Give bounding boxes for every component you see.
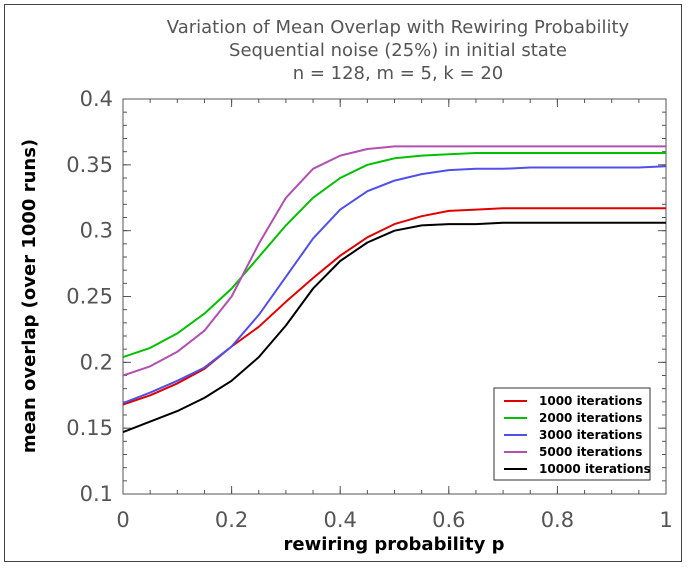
y-tick-label: 0.3: [80, 219, 113, 243]
y-axis: 0.1 0.15 0.2 0.25 0.3 0.35 0.4: [66, 87, 666, 506]
legend-label: 2000 iterations: [539, 411, 642, 425]
y-axis-label: mean overlap (over 1000 runs): [19, 139, 40, 453]
x-tick-label: 0.4: [323, 508, 356, 532]
x-axis-label: rewiring probability p: [284, 534, 505, 555]
x-tick-label: 0.2: [215, 508, 248, 532]
series-group: [122, 145, 667, 434]
series-line-5000-iterations: [122, 145, 666, 377]
y-tick-label: 0.4: [80, 87, 113, 111]
series-line-1000-iterations: [122, 207, 666, 406]
x-tick-label: 0.6: [432, 508, 465, 532]
legend-label: 10000 iterations: [539, 462, 651, 476]
y-tick-label: 0.15: [66, 416, 113, 440]
chart-subtitle: Sequential noise (25%) in initial state: [229, 40, 567, 61]
y-tick-label: 0.25: [66, 285, 113, 309]
y-tick-label: 0.2: [80, 350, 113, 374]
x-tick-label: 0.8: [541, 508, 574, 532]
y-tick-label: 0.35: [66, 153, 113, 177]
x-tick-label: 1: [659, 508, 672, 532]
x-tick-label: 0: [116, 508, 129, 532]
chart-subtitle-params: n = 128, m = 5, k = 20: [293, 63, 504, 84]
x-axis: 0 0.2 0.4 0.6 0.8 1: [116, 99, 673, 532]
series-line-2000-iterations: [122, 152, 666, 359]
chart-title: Variation of Mean Overlap with Rewiring …: [167, 17, 630, 38]
legend-label: 3000 iterations: [539, 428, 642, 442]
legend-label: 5000 iterations: [539, 445, 642, 459]
legend-label: 1000 iterations: [539, 394, 642, 408]
y-tick-label: 0.1: [80, 482, 113, 506]
series-line-3000-iterations: [122, 165, 667, 405]
legend: 1000 iterations 2000 iterations 3000 itera…: [493, 387, 651, 481]
series-line-10000-iterations: [122, 221, 666, 434]
